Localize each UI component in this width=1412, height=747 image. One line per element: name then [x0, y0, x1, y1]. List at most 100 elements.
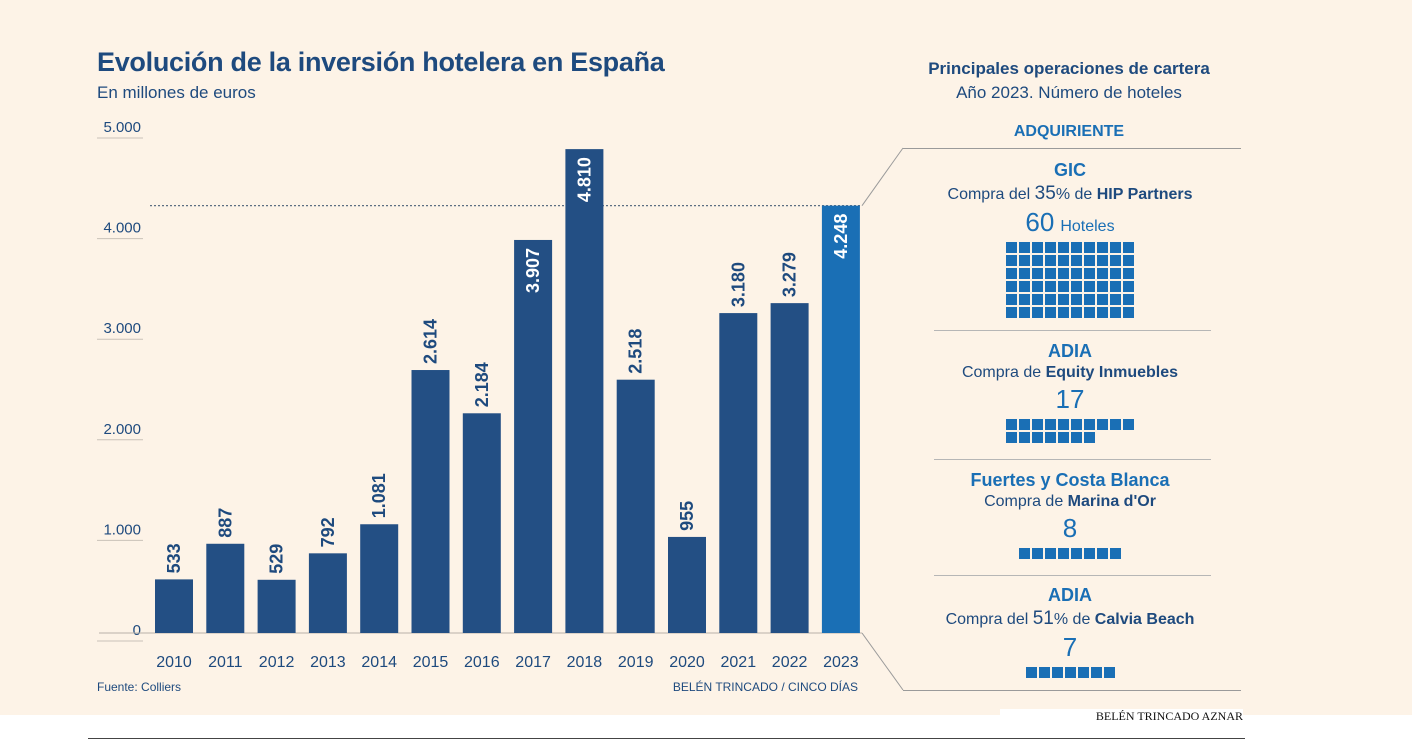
- hotel-count: 7: [1062, 632, 1078, 662]
- bar: [462, 413, 501, 633]
- hotel-square: [1110, 281, 1121, 292]
- x-tick-label: 2019: [618, 654, 654, 671]
- hotel-square: [1123, 281, 1134, 292]
- y-tick-label: 4.000: [103, 220, 141, 237]
- hotel-square: [1084, 255, 1095, 266]
- x-tick-label: 2013: [310, 654, 346, 671]
- hotel-square: [1006, 432, 1017, 443]
- hotel-square: [1019, 255, 1030, 266]
- x-tick-label: 2016: [464, 654, 500, 671]
- bar: [411, 370, 450, 633]
- bar: [821, 205, 860, 634]
- hotel-square: [1097, 242, 1108, 253]
- operation-buyer: ADIA: [1048, 341, 1092, 361]
- hotel-square: [1110, 307, 1121, 318]
- hotel-square: [1032, 268, 1043, 279]
- hotel-square: [1051, 667, 1063, 678]
- bar-value-label: 2.184: [472, 362, 492, 407]
- hotel-square: [1019, 242, 1030, 253]
- bar-value-label: 3.279: [780, 252, 800, 297]
- bar: [155, 579, 193, 633]
- sidebar-divider: [934, 459, 1211, 460]
- hotel-square: [1058, 281, 1069, 292]
- hotel-square: [1019, 294, 1030, 305]
- sidebar-top-rule: [903, 148, 1241, 149]
- hotel-square: [1058, 432, 1069, 443]
- hotel-square: [1006, 281, 1017, 292]
- hotel-square: [1019, 281, 1030, 292]
- hotel-square: [1090, 667, 1102, 678]
- bar-value-label: 2.614: [421, 319, 441, 364]
- bar: [257, 579, 296, 633]
- x-tick-label: 2023: [823, 654, 859, 671]
- hotel-square: [1097, 548, 1108, 559]
- bar-value-label: 533: [164, 543, 184, 573]
- hotel-square: [1097, 255, 1108, 266]
- hotel-square: [1045, 432, 1056, 443]
- hotel-square: [1006, 268, 1017, 279]
- operation-buyer: Fuertes y Costa Blanca: [970, 470, 1170, 490]
- x-tick-label: 2015: [413, 654, 449, 671]
- author-name: BELÉN TRINCADO AZNAR: [1000, 709, 1243, 724]
- graphic-credit: BELÉN TRINCADO / CINCO DÍAS: [672, 680, 858, 694]
- hotel-square: [1084, 548, 1095, 559]
- hotel-square: [1110, 294, 1121, 305]
- hotel-square: [1032, 294, 1043, 305]
- bar: [719, 313, 758, 633]
- operation-fuertes: Fuertes y Costa Blanca Compra de Marina …: [905, 470, 1235, 559]
- hotel-square: [1058, 548, 1069, 559]
- hotel-square: [1077, 667, 1089, 678]
- hotel-square: [1071, 307, 1082, 318]
- x-tick-label: 2018: [567, 654, 603, 671]
- x-tick-label: 2017: [515, 654, 551, 671]
- hotel-square: [1084, 307, 1095, 318]
- hotel-square: [1045, 255, 1056, 266]
- x-tick-label: 2014: [361, 654, 397, 671]
- hotel-square: [1058, 307, 1069, 318]
- hotel-square: [1071, 294, 1082, 305]
- hotel-square: [1019, 268, 1030, 279]
- hotel-square: [1006, 419, 1017, 430]
- hotel-square: [1032, 242, 1043, 253]
- hotel-square: [1058, 255, 1069, 266]
- operation-buyer: ADIA: [1048, 585, 1092, 605]
- x-tick-label: 2022: [772, 654, 808, 671]
- hotel-square: [1097, 281, 1108, 292]
- operation-description: Compra de Equity Inmuebles: [961, 364, 1179, 381]
- x-tick-label: 2021: [721, 654, 757, 671]
- bar: [565, 149, 604, 633]
- sidebar-divider: [934, 330, 1211, 331]
- hotel-square: [1071, 548, 1082, 559]
- operation-description: Compra de Marina d'Or: [984, 493, 1156, 510]
- bar-value-label: 4.810: [574, 157, 594, 202]
- operation-gic: GIC Compra del 35% de HIP Partners 60 Hot…: [905, 160, 1235, 318]
- hotel-square: [1045, 242, 1056, 253]
- x-tick-label: 2012: [259, 654, 295, 671]
- bar: [360, 524, 399, 633]
- hotel-square: [1123, 268, 1134, 279]
- bar-chart: 0 1.000 2.000 3.000 4.000 5.000 533 2010 887 2011…: [97, 119, 904, 691]
- hotel-square: [1006, 294, 1017, 305]
- chart-subtitle: En millones de euros: [97, 83, 256, 102]
- hotel-square: [1084, 281, 1095, 292]
- bar-value-label: 955: [677, 501, 697, 531]
- hotel-square: [1032, 548, 1043, 559]
- x-tick-label: 2020: [669, 654, 705, 671]
- operation-description: Compra del 35% de HIP Partners: [947, 183, 1193, 204]
- operation-description: Compra del 51% de Calvia Beach: [945, 608, 1195, 629]
- hotel-square: [1123, 294, 1134, 305]
- bar-value-label: 1.081: [369, 473, 389, 518]
- hotel-count: 60 Hoteles: [1025, 207, 1115, 237]
- hotel-grid: [1006, 242, 1134, 318]
- bar-value-label: 529: [267, 544, 287, 574]
- hotel-square: [1045, 268, 1056, 279]
- hotel-square: [1123, 307, 1134, 318]
- hotel-grid: [1006, 419, 1134, 443]
- hotel-square: [1097, 307, 1108, 318]
- hotel-square: [1084, 419, 1095, 430]
- x-tick-label: 2010: [156, 654, 192, 671]
- hotel-square: [1097, 294, 1108, 305]
- hotel-square: [1045, 548, 1056, 559]
- hotel-square: [1123, 419, 1134, 430]
